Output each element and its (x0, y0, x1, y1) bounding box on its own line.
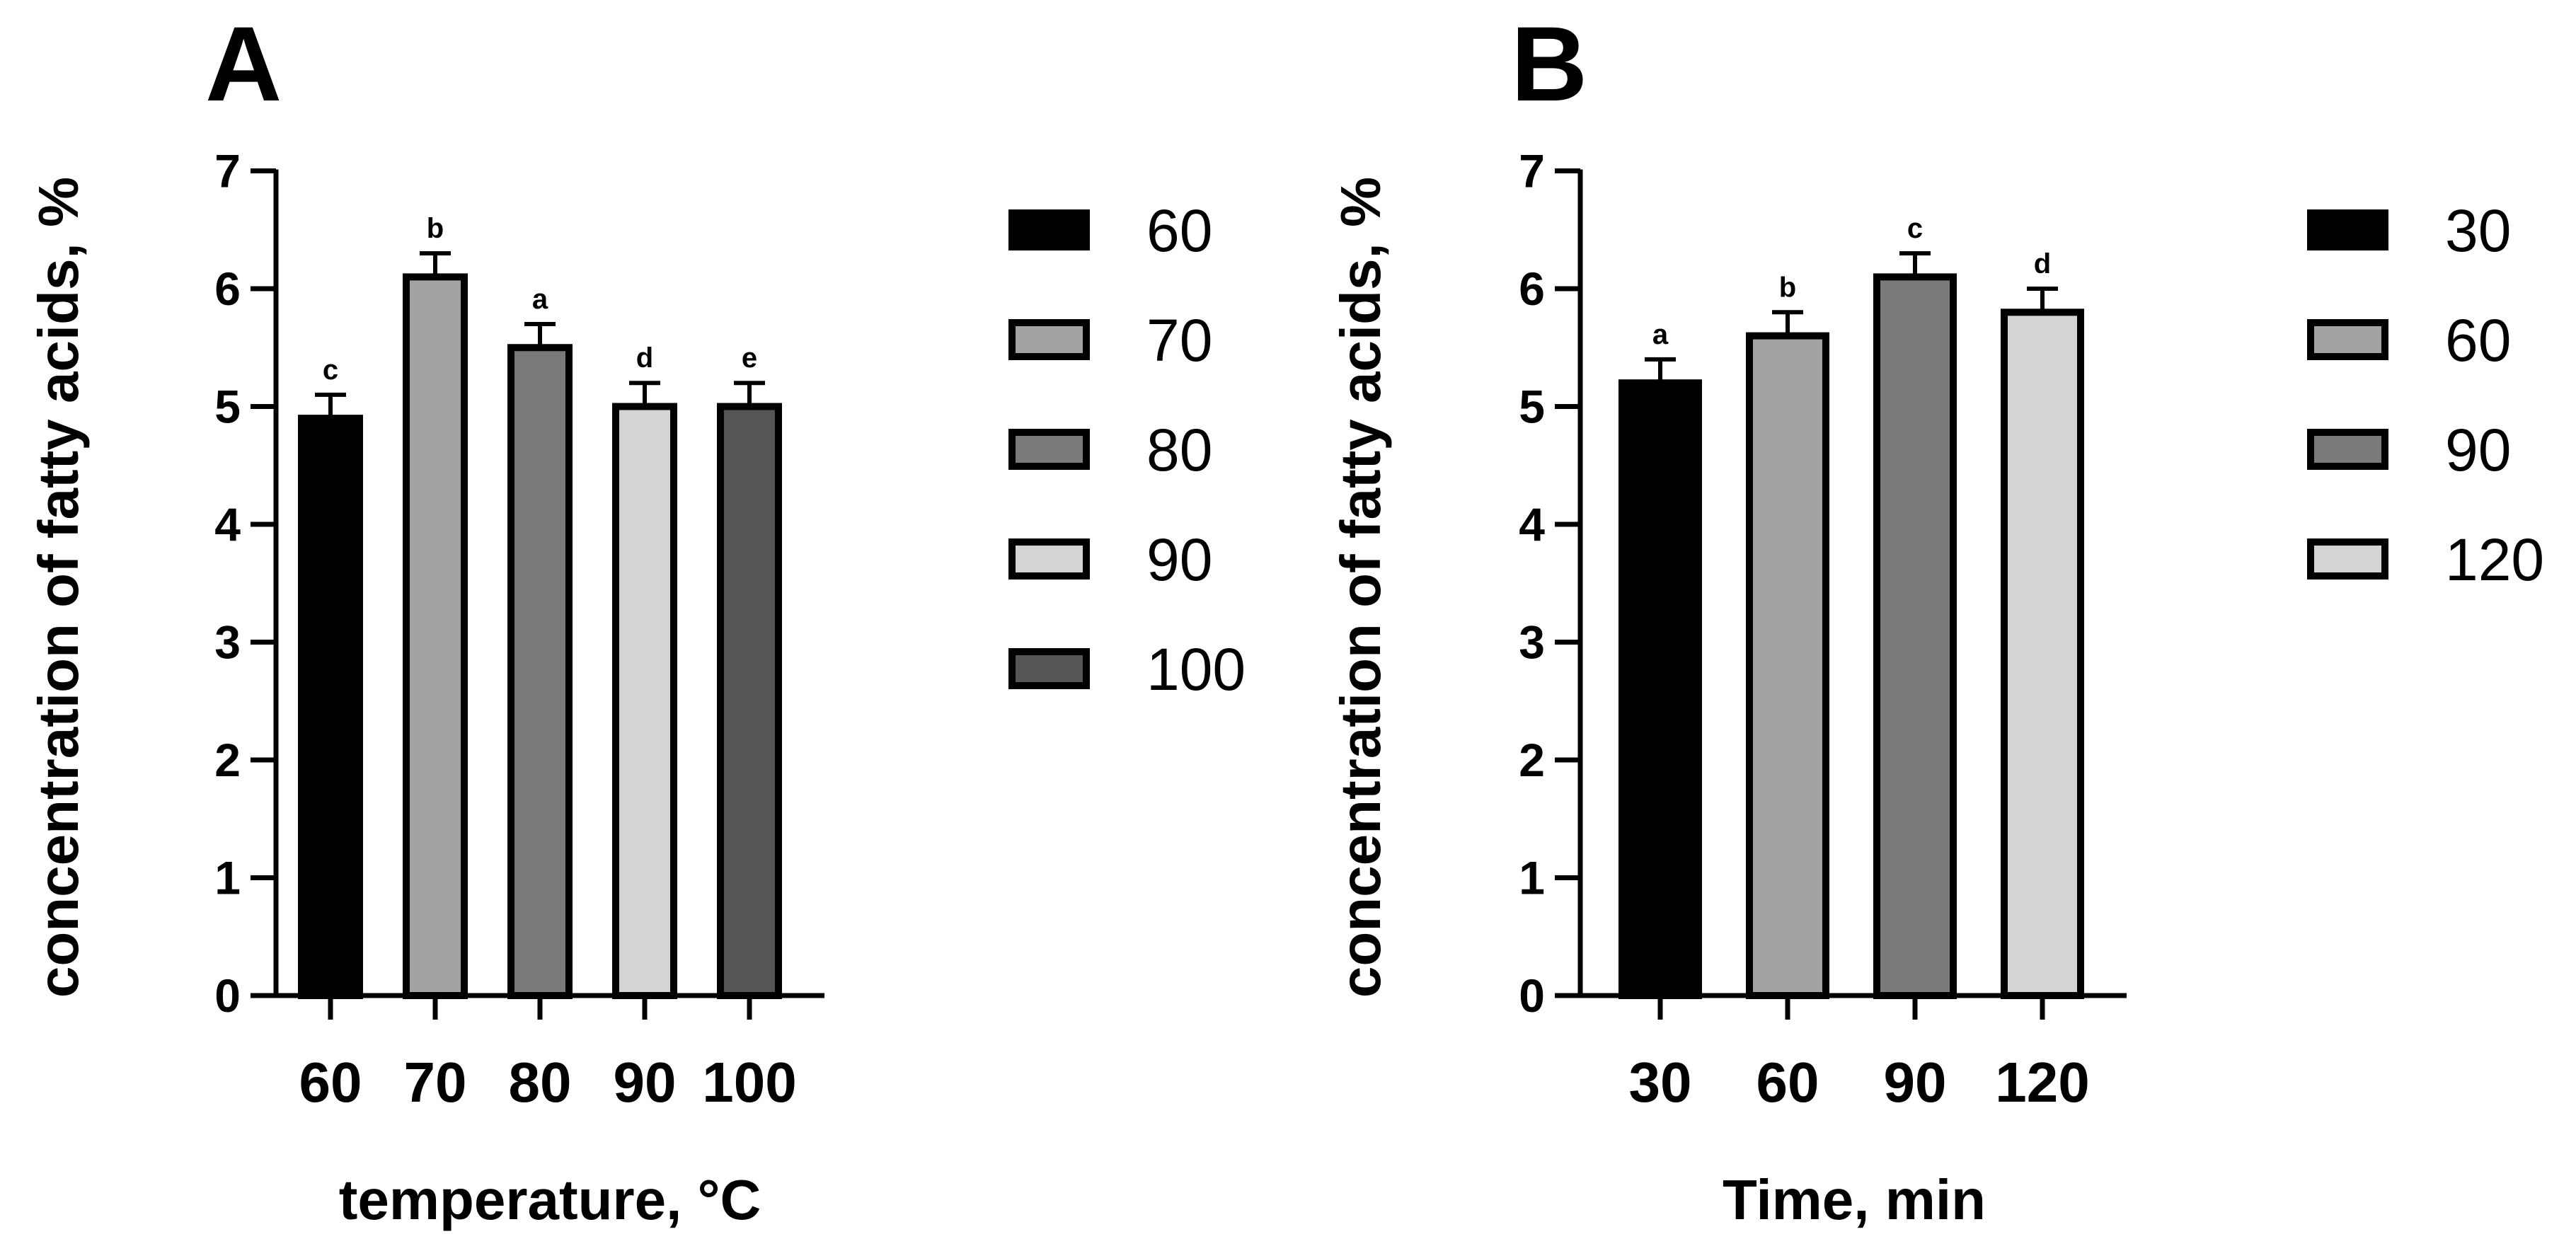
legend-label: 60 (2445, 307, 2511, 374)
legend-swatch (2307, 209, 2388, 250)
y-tick-label: 0 (214, 969, 241, 1022)
bar (1873, 273, 1957, 1000)
y-tick-label: 1 (214, 852, 241, 904)
legend-swatch (2307, 538, 2388, 580)
x-tick-label: 60 (1756, 1051, 1819, 1114)
y-tick-label: 6 (214, 263, 241, 315)
y-tick-label: 7 (214, 145, 241, 197)
legend-label: 30 (2445, 197, 2511, 264)
legend-label: 120 (2445, 526, 2544, 593)
panel-letter: A (205, 4, 282, 123)
y-tick-label: 3 (1519, 616, 1545, 669)
legend-swatch (1008, 538, 1090, 580)
bar (298, 415, 363, 999)
x-tick-label: 70 (404, 1051, 467, 1114)
x-tick-label: 90 (1884, 1051, 1947, 1114)
y-tick-label: 3 (214, 616, 241, 669)
x-tick-label: 80 (509, 1051, 572, 1114)
bar (612, 403, 677, 999)
significance-letter: d (636, 342, 653, 374)
significance-letter: a (532, 284, 548, 315)
x-tick-label: 90 (614, 1051, 677, 1114)
legend-swatch (1008, 648, 1090, 689)
legend-swatch (1008, 319, 1090, 360)
bar (507, 344, 573, 999)
x-tick-label: 100 (702, 1051, 796, 1114)
x-axis-title: temperature, °C (339, 1168, 761, 1231)
significance-letter: c (1907, 213, 1923, 244)
significance-letter: a (1652, 319, 1669, 350)
y-tick-label: 7 (1519, 145, 1545, 197)
y-tick-label: 5 (1519, 381, 1545, 433)
x-tick-label: 120 (1995, 1051, 2089, 1114)
y-axis-title: concentration of fatty acids, % (27, 177, 90, 998)
y-tick-label: 4 (1519, 498, 1545, 550)
y-tick-label: 4 (214, 498, 241, 550)
y-tick-label: 5 (214, 381, 241, 433)
bar (403, 273, 468, 1000)
legend-swatch (2307, 429, 2388, 470)
legend-swatch (1008, 209, 1090, 250)
y-tick-label: 2 (1519, 734, 1545, 786)
significance-letter: d (2034, 248, 2051, 279)
bar (1746, 332, 1829, 1000)
x-tick-label: 60 (299, 1051, 362, 1114)
significance-letter: b (1779, 272, 1796, 303)
legend-swatch (2307, 319, 2388, 360)
legend-label: 70 (1146, 307, 1212, 374)
panel-letter: B (1511, 4, 1587, 123)
significance-letter: b (427, 213, 444, 244)
significance-letter: e (742, 342, 757, 374)
legend-label: 90 (1146, 526, 1212, 593)
y-axis-title: concentration of fatty acids, % (1329, 177, 1392, 998)
legend-label: 60 (1146, 197, 1212, 264)
legend-label: 80 (1146, 417, 1212, 483)
x-tick-label: 30 (1629, 1051, 1692, 1114)
bar (2001, 309, 2084, 999)
bar (717, 403, 782, 999)
y-tick-label: 0 (1519, 969, 1545, 1022)
x-axis-title: Time, min (1723, 1168, 1986, 1231)
legend-swatch (1008, 429, 1090, 470)
y-tick-label: 2 (214, 734, 241, 786)
panel-a: A 0 1 2 3 4 5 6 7 c 60 b 70 a 80 d 90 e 100 temperature, °C… (27, 4, 1246, 1231)
legend-label: 100 (1146, 636, 1246, 703)
legend-label: 90 (2445, 417, 2511, 483)
significance-letter: c (323, 354, 338, 386)
y-tick-label: 1 (1519, 852, 1545, 904)
y-tick-label: 6 (1519, 263, 1545, 315)
bar (1618, 379, 1702, 999)
